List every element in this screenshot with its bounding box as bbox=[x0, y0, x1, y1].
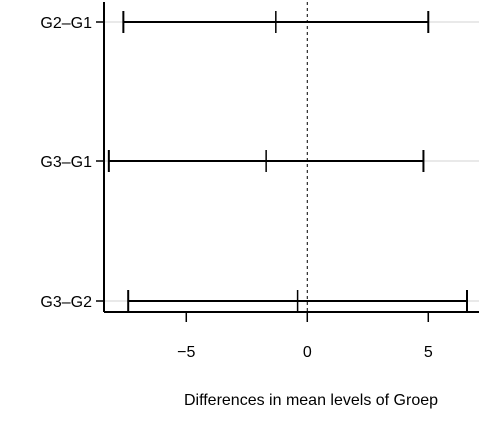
y-tick-label: G3–G1 bbox=[40, 154, 92, 171]
y-tick-label: G2–G1 bbox=[40, 15, 92, 32]
ticks-group: G2–G1 G3–G1 G3–G2 −5 0 5 bbox=[40, 15, 432, 361]
x-tick-label: −5 bbox=[177, 344, 195, 361]
intervals-group bbox=[107, 11, 468, 312]
x-tick-label: 0 bbox=[303, 344, 312, 361]
plot-frame-group bbox=[103, 2, 479, 313]
x-tick-label: 5 bbox=[424, 344, 433, 361]
x-axis-label: Differences in mean levels of Groep bbox=[184, 392, 438, 409]
y-tick-label: G3–G2 bbox=[40, 294, 92, 311]
